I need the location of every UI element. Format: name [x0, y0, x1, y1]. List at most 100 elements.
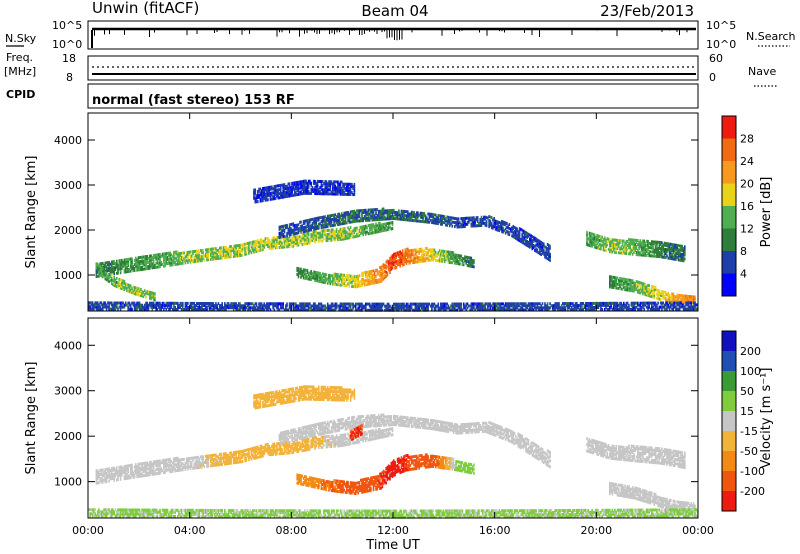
power-cell: [387, 262, 390, 266]
power-cell: [409, 304, 412, 308]
power-cell: [224, 250, 226, 253]
power-cell: [517, 232, 520, 236]
power-cell: [448, 222, 451, 226]
power-cell: [347, 215, 349, 218]
power-cell: [401, 259, 404, 263]
power-cell: [629, 246, 631, 250]
power-cell: [184, 257, 187, 261]
power-cell: [288, 182, 291, 186]
power-cell: [145, 265, 147, 269]
power-cell: [199, 308, 202, 312]
power-cell: [296, 181, 298, 184]
power-cell: [220, 304, 222, 308]
power-cell: [182, 255, 184, 259]
power-cell: [326, 184, 329, 188]
power-cell: [630, 248, 633, 252]
power-cell: [376, 268, 379, 272]
power-cell: [381, 270, 384, 274]
power-cell: [442, 251, 445, 255]
power-cell: [192, 301, 194, 305]
power-cell: [412, 250, 414, 254]
power-cell: [666, 244, 668, 248]
power-cell: [337, 234, 339, 238]
power-cell: [451, 257, 454, 261]
power-cell: [321, 231, 324, 235]
power-cell: [615, 250, 617, 254]
power-cell: [360, 209, 362, 213]
power-cell: [549, 258, 551, 262]
power-cell: [611, 240, 614, 244]
power-cell: [588, 235, 591, 239]
power-cell: [372, 225, 375, 229]
power-cell: [312, 302, 315, 306]
power-cell: [446, 256, 448, 260]
power-cell: [409, 308, 412, 312]
power-cell: [309, 228, 311, 232]
power-cell: [609, 242, 611, 246]
power-cell: [370, 304, 372, 308]
power-cell: [464, 216, 466, 220]
power-cell: [342, 235, 344, 239]
power-cell: [521, 228, 523, 232]
power-cell: [259, 244, 262, 248]
power-cell: [262, 197, 264, 201]
power-cell: [95, 266, 98, 270]
power-cell: [118, 265, 121, 269]
power-cell: [291, 230, 293, 234]
power-cell: [349, 278, 352, 282]
power-cell: [307, 233, 310, 237]
power-cell: [424, 216, 427, 220]
power-cell: [403, 304, 405, 308]
power-cell: [281, 229, 283, 233]
power-cell: [145, 305, 147, 309]
power-cell: [619, 283, 621, 287]
power-cell: [501, 226, 503, 230]
power-cell: [301, 188, 304, 192]
power-cell: [291, 194, 293, 197]
power-cell: [312, 272, 315, 276]
power-cell: [114, 305, 117, 309]
nsky-right-tick-top: 10^5: [706, 19, 736, 32]
power-cell: [198, 304, 201, 307]
power-cell: [395, 260, 398, 263]
power-cell: [649, 290, 652, 294]
power-cell: [534, 244, 536, 248]
power-cell: [404, 214, 406, 218]
power-cell: [107, 269, 109, 273]
power-cell: [210, 302, 212, 305]
power-cell: [220, 248, 222, 252]
power-cell: [681, 246, 684, 250]
power-cell: [300, 226, 302, 230]
power-cell: [344, 233, 347, 237]
power-cell: [401, 261, 404, 265]
power-cell: [198, 259, 201, 263]
power-cell: [352, 218, 354, 222]
power-cell: [332, 224, 334, 227]
power-cell: [673, 257, 676, 261]
power-cell: [262, 199, 264, 203]
power-cell: [250, 306, 253, 310]
power-cell: [278, 239, 281, 243]
power-cell: [197, 257, 199, 261]
power-cell: [324, 190, 326, 194]
power-cell: [152, 254, 155, 257]
power-cell: [117, 283, 119, 287]
power-cell: [297, 188, 300, 192]
power-cell: [207, 302, 210, 305]
power-cell: [360, 304, 362, 308]
power-cell: [312, 190, 315, 193]
power-cell: [121, 258, 123, 262]
power-cell: [325, 217, 328, 221]
power-cell: [343, 229, 345, 233]
power-cell: [342, 229, 344, 233]
power-cell: [95, 275, 98, 278]
power-cell: [220, 306, 222, 310]
power-cell: [224, 306, 226, 310]
power-cell: [334, 278, 337, 282]
power-cell: [668, 246, 671, 250]
power-cell: [108, 303, 110, 307]
power-cell: [543, 244, 545, 248]
power-cell: [121, 305, 123, 309]
power-cell: [254, 242, 257, 245]
power-cell: [319, 233, 321, 237]
